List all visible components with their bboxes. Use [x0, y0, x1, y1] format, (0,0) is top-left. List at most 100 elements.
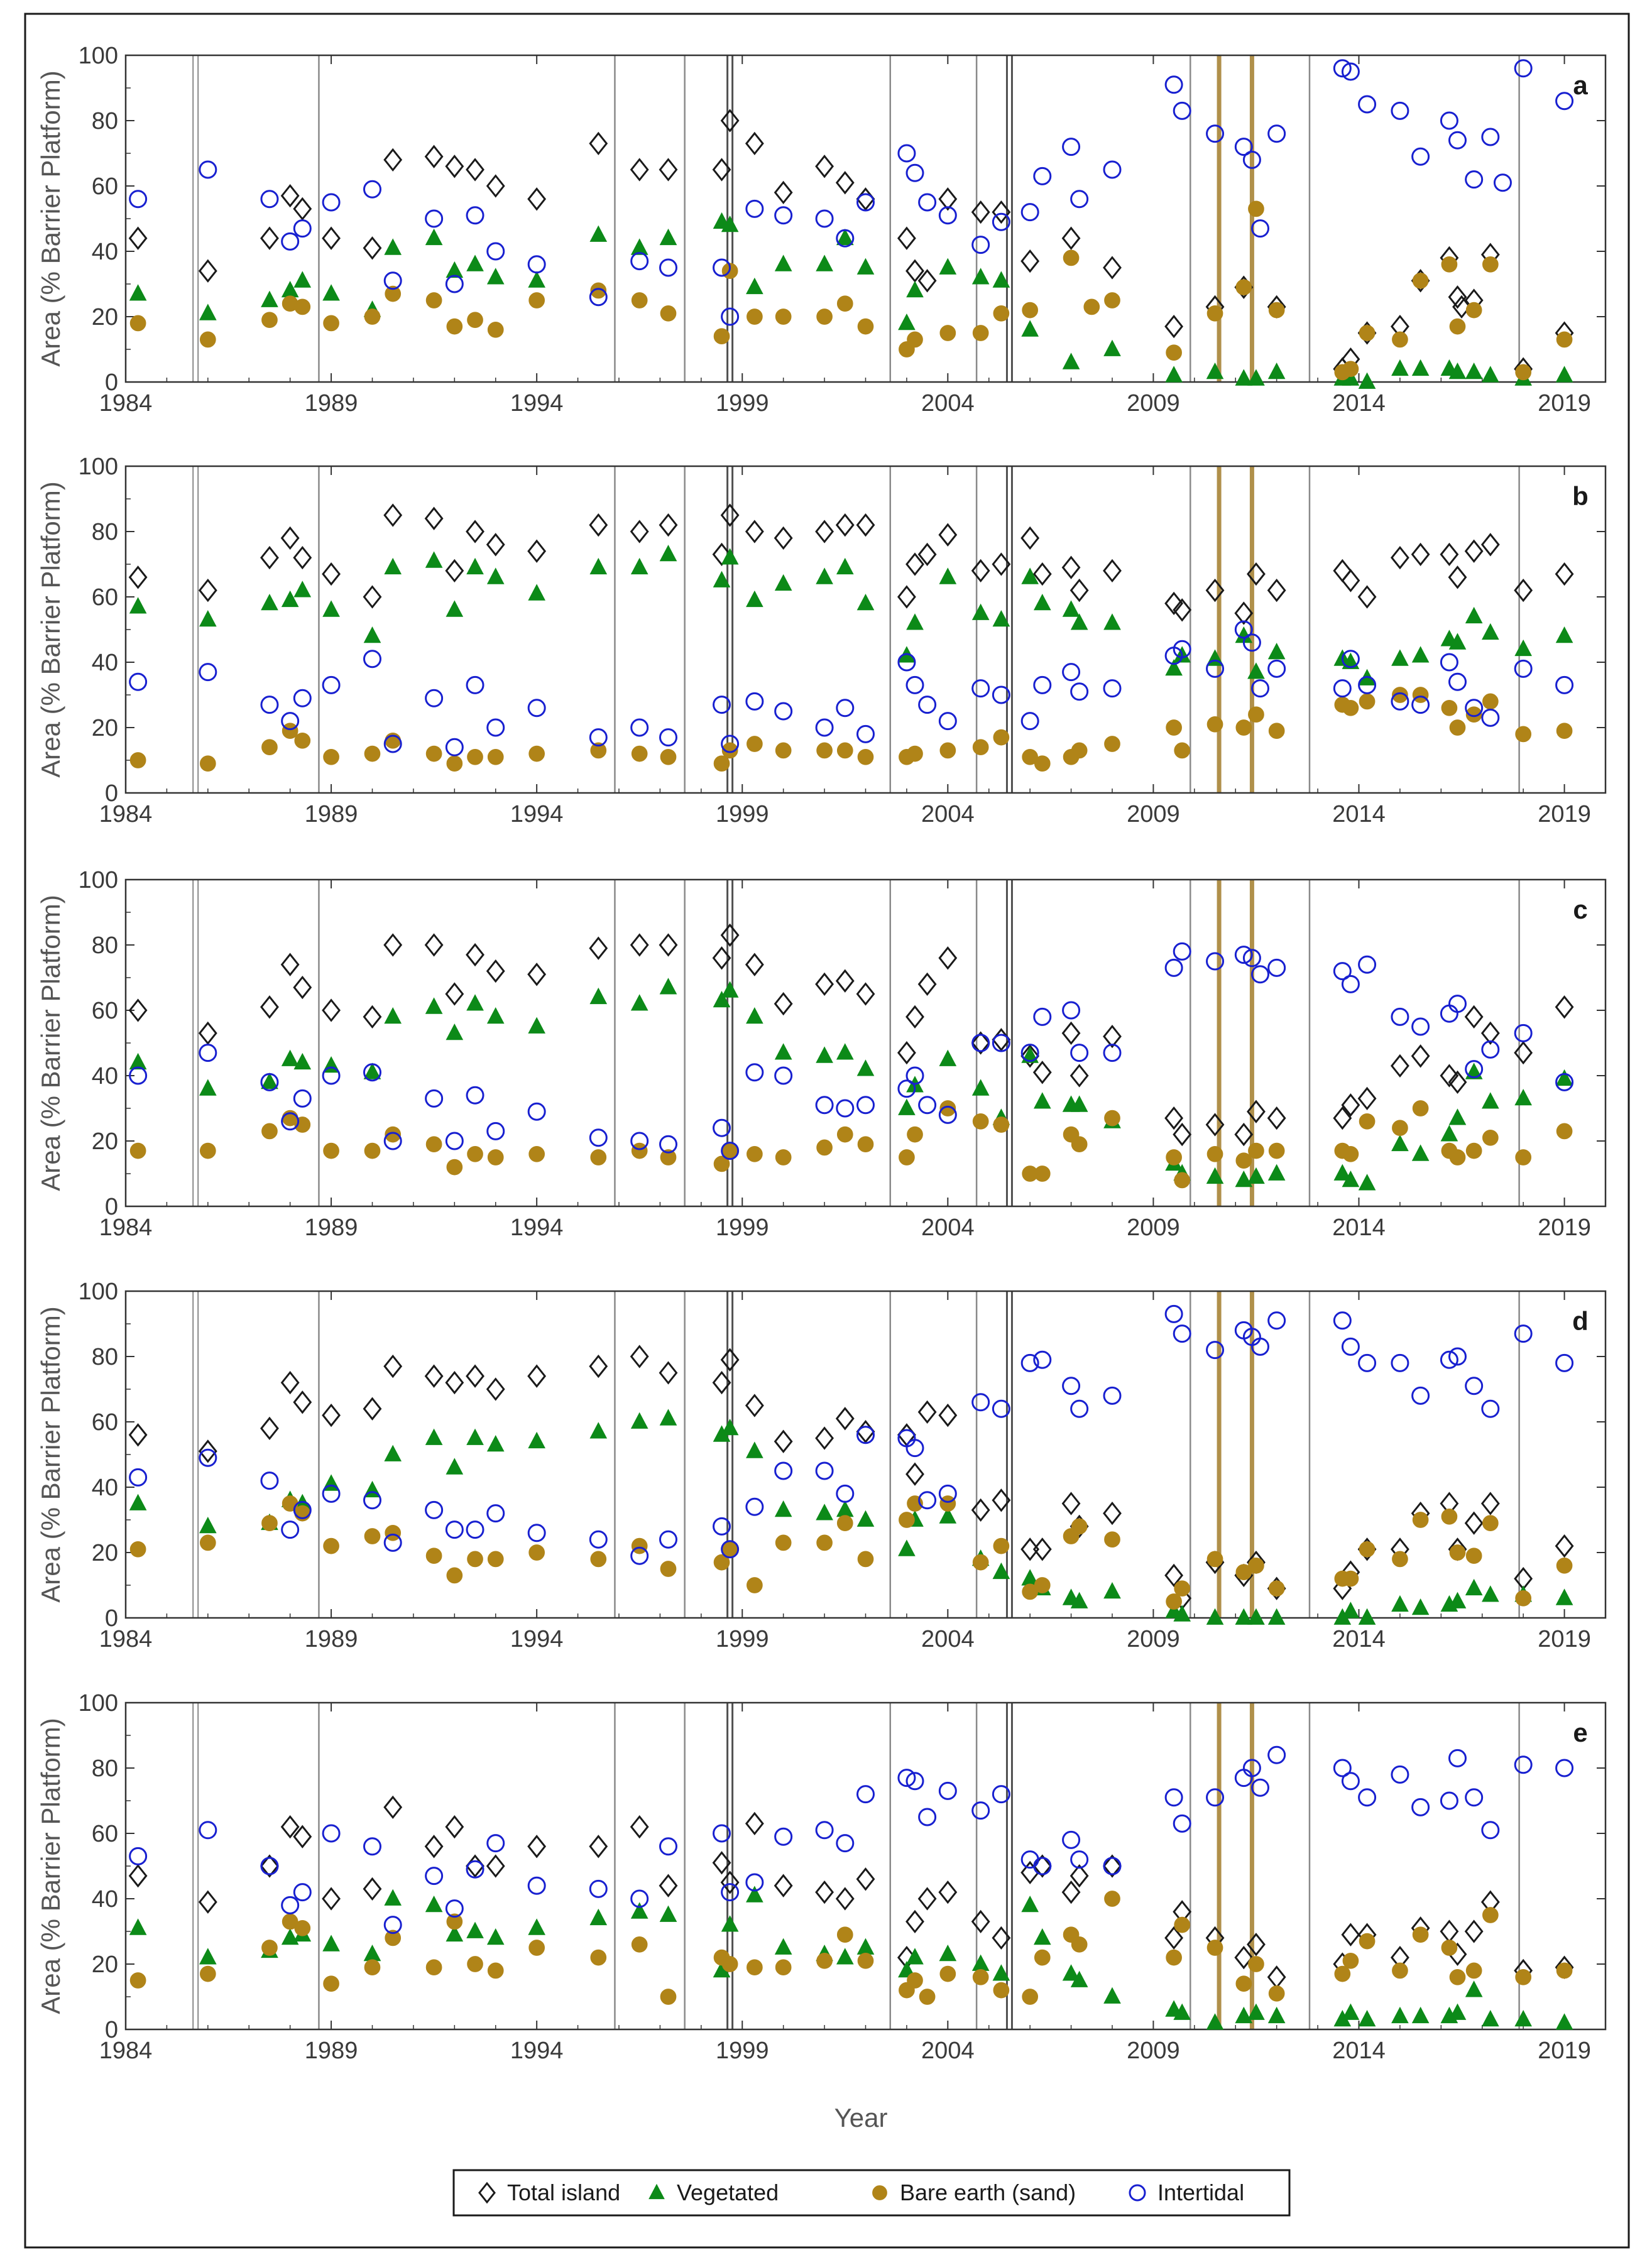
y-axis-title: Area (% Barrier Platform) — [36, 70, 65, 366]
data-point-intertidal — [293, 219, 312, 238]
data-point-vegetated — [1070, 1591, 1088, 1608]
data-point-bare-earth-sand — [721, 1956, 738, 1972]
y-tick-label: 80 — [92, 932, 118, 959]
data-point-intertidal — [1440, 1791, 1458, 1810]
data-point-total-island — [424, 1835, 444, 1859]
data-point-intertidal — [466, 675, 484, 694]
data-point-intertidal — [1555, 1073, 1574, 1091]
data-point-vegetated — [1440, 1125, 1458, 1142]
data-point-intertidal — [1448, 995, 1467, 1013]
data-point-total-island — [1452, 295, 1471, 319]
data-point-bare-earth-sand — [1174, 1580, 1191, 1597]
data-point-bare-earth-sand — [1063, 249, 1080, 266]
data-point-total-island — [712, 1370, 731, 1395]
data-point-intertidal — [129, 1468, 148, 1487]
x-tick-label: 2014 — [1332, 1626, 1386, 1652]
data-point-bare-earth-sand — [528, 745, 545, 762]
data-point-total-island — [466, 520, 484, 543]
data-point-total-island — [1069, 1064, 1089, 1088]
x-tick-label: 2004 — [921, 1215, 975, 1241]
data-point-intertidal — [1020, 1353, 1039, 1372]
data-point-intertidal — [1411, 1017, 1430, 1036]
data-point-total-island — [1411, 1044, 1430, 1068]
data-point-intertidal — [1173, 101, 1191, 120]
data-point-intertidal — [938, 1484, 957, 1503]
data-point-vegetated — [446, 1458, 464, 1475]
data-point-bare-earth-sand — [1465, 1962, 1482, 1979]
data-point-bare-earth-sand — [1268, 1985, 1285, 2002]
data-point-intertidal — [905, 1772, 924, 1791]
data-point-bare-earth-sand — [907, 1126, 923, 1143]
data-point-bare-earth-sand — [282, 1495, 298, 1512]
data-point-total-island — [1020, 249, 1040, 273]
series-bare-earth-sand — [129, 200, 1573, 381]
data-point-total-island — [128, 998, 148, 1022]
data-point-bare-earth-sand — [1034, 1577, 1051, 1593]
data-point-total-island — [589, 936, 608, 960]
data-point-bare-earth-sand — [425, 1959, 442, 1976]
data-point-total-island — [774, 180, 793, 205]
data-point-intertidal — [1391, 1765, 1409, 1784]
data-point-total-island — [917, 269, 937, 293]
data-point-intertidal — [1251, 1337, 1269, 1356]
data-point-bare-earth-sand — [1248, 1956, 1264, 1972]
data-point-vegetated — [630, 994, 648, 1011]
data-point-vegetated — [1555, 2013, 1573, 2030]
panel-label: e — [1573, 1718, 1587, 1747]
data-point-total-island — [1333, 1106, 1352, 1130]
panel-a: 0 20 40 60 80 100 1984 1989 1994 1999 2004 2009 2014… — [36, 43, 1607, 417]
data-point-total-island — [745, 1394, 764, 1417]
series-intertidal — [129, 620, 1574, 756]
data-point-vegetated — [281, 590, 299, 608]
x-tick-label: 1999 — [716, 1215, 769, 1241]
data-point-vegetated — [466, 254, 484, 271]
data-point-vegetated — [1514, 2010, 1532, 2027]
event-lines — [192, 55, 1520, 382]
data-point-total-island — [815, 1880, 834, 1904]
data-point-bare-earth-sand — [129, 752, 146, 768]
data-point-total-island — [774, 991, 793, 1016]
data-point-total-island — [1448, 1070, 1467, 1095]
data-point-bare-earth-sand — [446, 755, 463, 772]
y-axis: 0 20 40 60 80 100 — [79, 454, 1606, 807]
data-point-vegetated — [1021, 320, 1039, 337]
data-point-bare-earth-sand — [261, 1940, 278, 1956]
data-point-bare-earth-sand — [1465, 706, 1482, 723]
data-point-intertidal — [918, 1491, 937, 1510]
data-point-bare-earth-sand — [1441, 256, 1458, 273]
data-point-total-island — [835, 969, 855, 993]
data-point-bare-earth-sand — [972, 325, 989, 341]
x-tick-label: 1999 — [716, 2038, 769, 2064]
data-point-vegetated — [713, 570, 731, 587]
data-point-intertidal — [129, 672, 148, 691]
y-tick-label: 40 — [92, 1063, 118, 1089]
data-point-bare-earth-sand — [1392, 1962, 1408, 1979]
data-point-total-island — [1061, 226, 1081, 250]
data-point-intertidal — [992, 685, 1010, 704]
data-point-total-island — [630, 933, 649, 957]
data-point-vegetated — [1448, 1108, 1467, 1125]
data-point-vegetated — [836, 228, 854, 246]
legend-label: Bare earth (sand) — [900, 2180, 1076, 2205]
data-point-bare-earth-sand — [857, 1551, 874, 1568]
series-total-island — [128, 923, 1574, 1147]
data-point-vegetated — [425, 551, 443, 568]
data-point-vegetated — [1267, 2006, 1286, 2024]
data-point-intertidal — [1103, 160, 1122, 179]
data-point-bare-earth-sand — [129, 1972, 146, 1989]
data-point-total-island — [1069, 1864, 1089, 1888]
data-point-bare-earth-sand — [1166, 344, 1182, 361]
data-point-bare-earth-sand — [907, 331, 923, 348]
panel-label: d — [1572, 1306, 1589, 1336]
data-point-vegetated — [1555, 626, 1573, 643]
y-tick-label: 80 — [92, 1344, 118, 1370]
data-point-vegetated — [1247, 1167, 1265, 1184]
y-tick-label: 20 — [92, 304, 118, 330]
data-point-bare-earth-sand — [1071, 1936, 1088, 1953]
data-point-intertidal — [1020, 203, 1039, 222]
data-point-intertidal — [1358, 1788, 1377, 1807]
data-point-total-island — [835, 171, 855, 195]
data-point-total-island — [363, 1397, 382, 1421]
data-point-intertidal — [1103, 1044, 1122, 1062]
